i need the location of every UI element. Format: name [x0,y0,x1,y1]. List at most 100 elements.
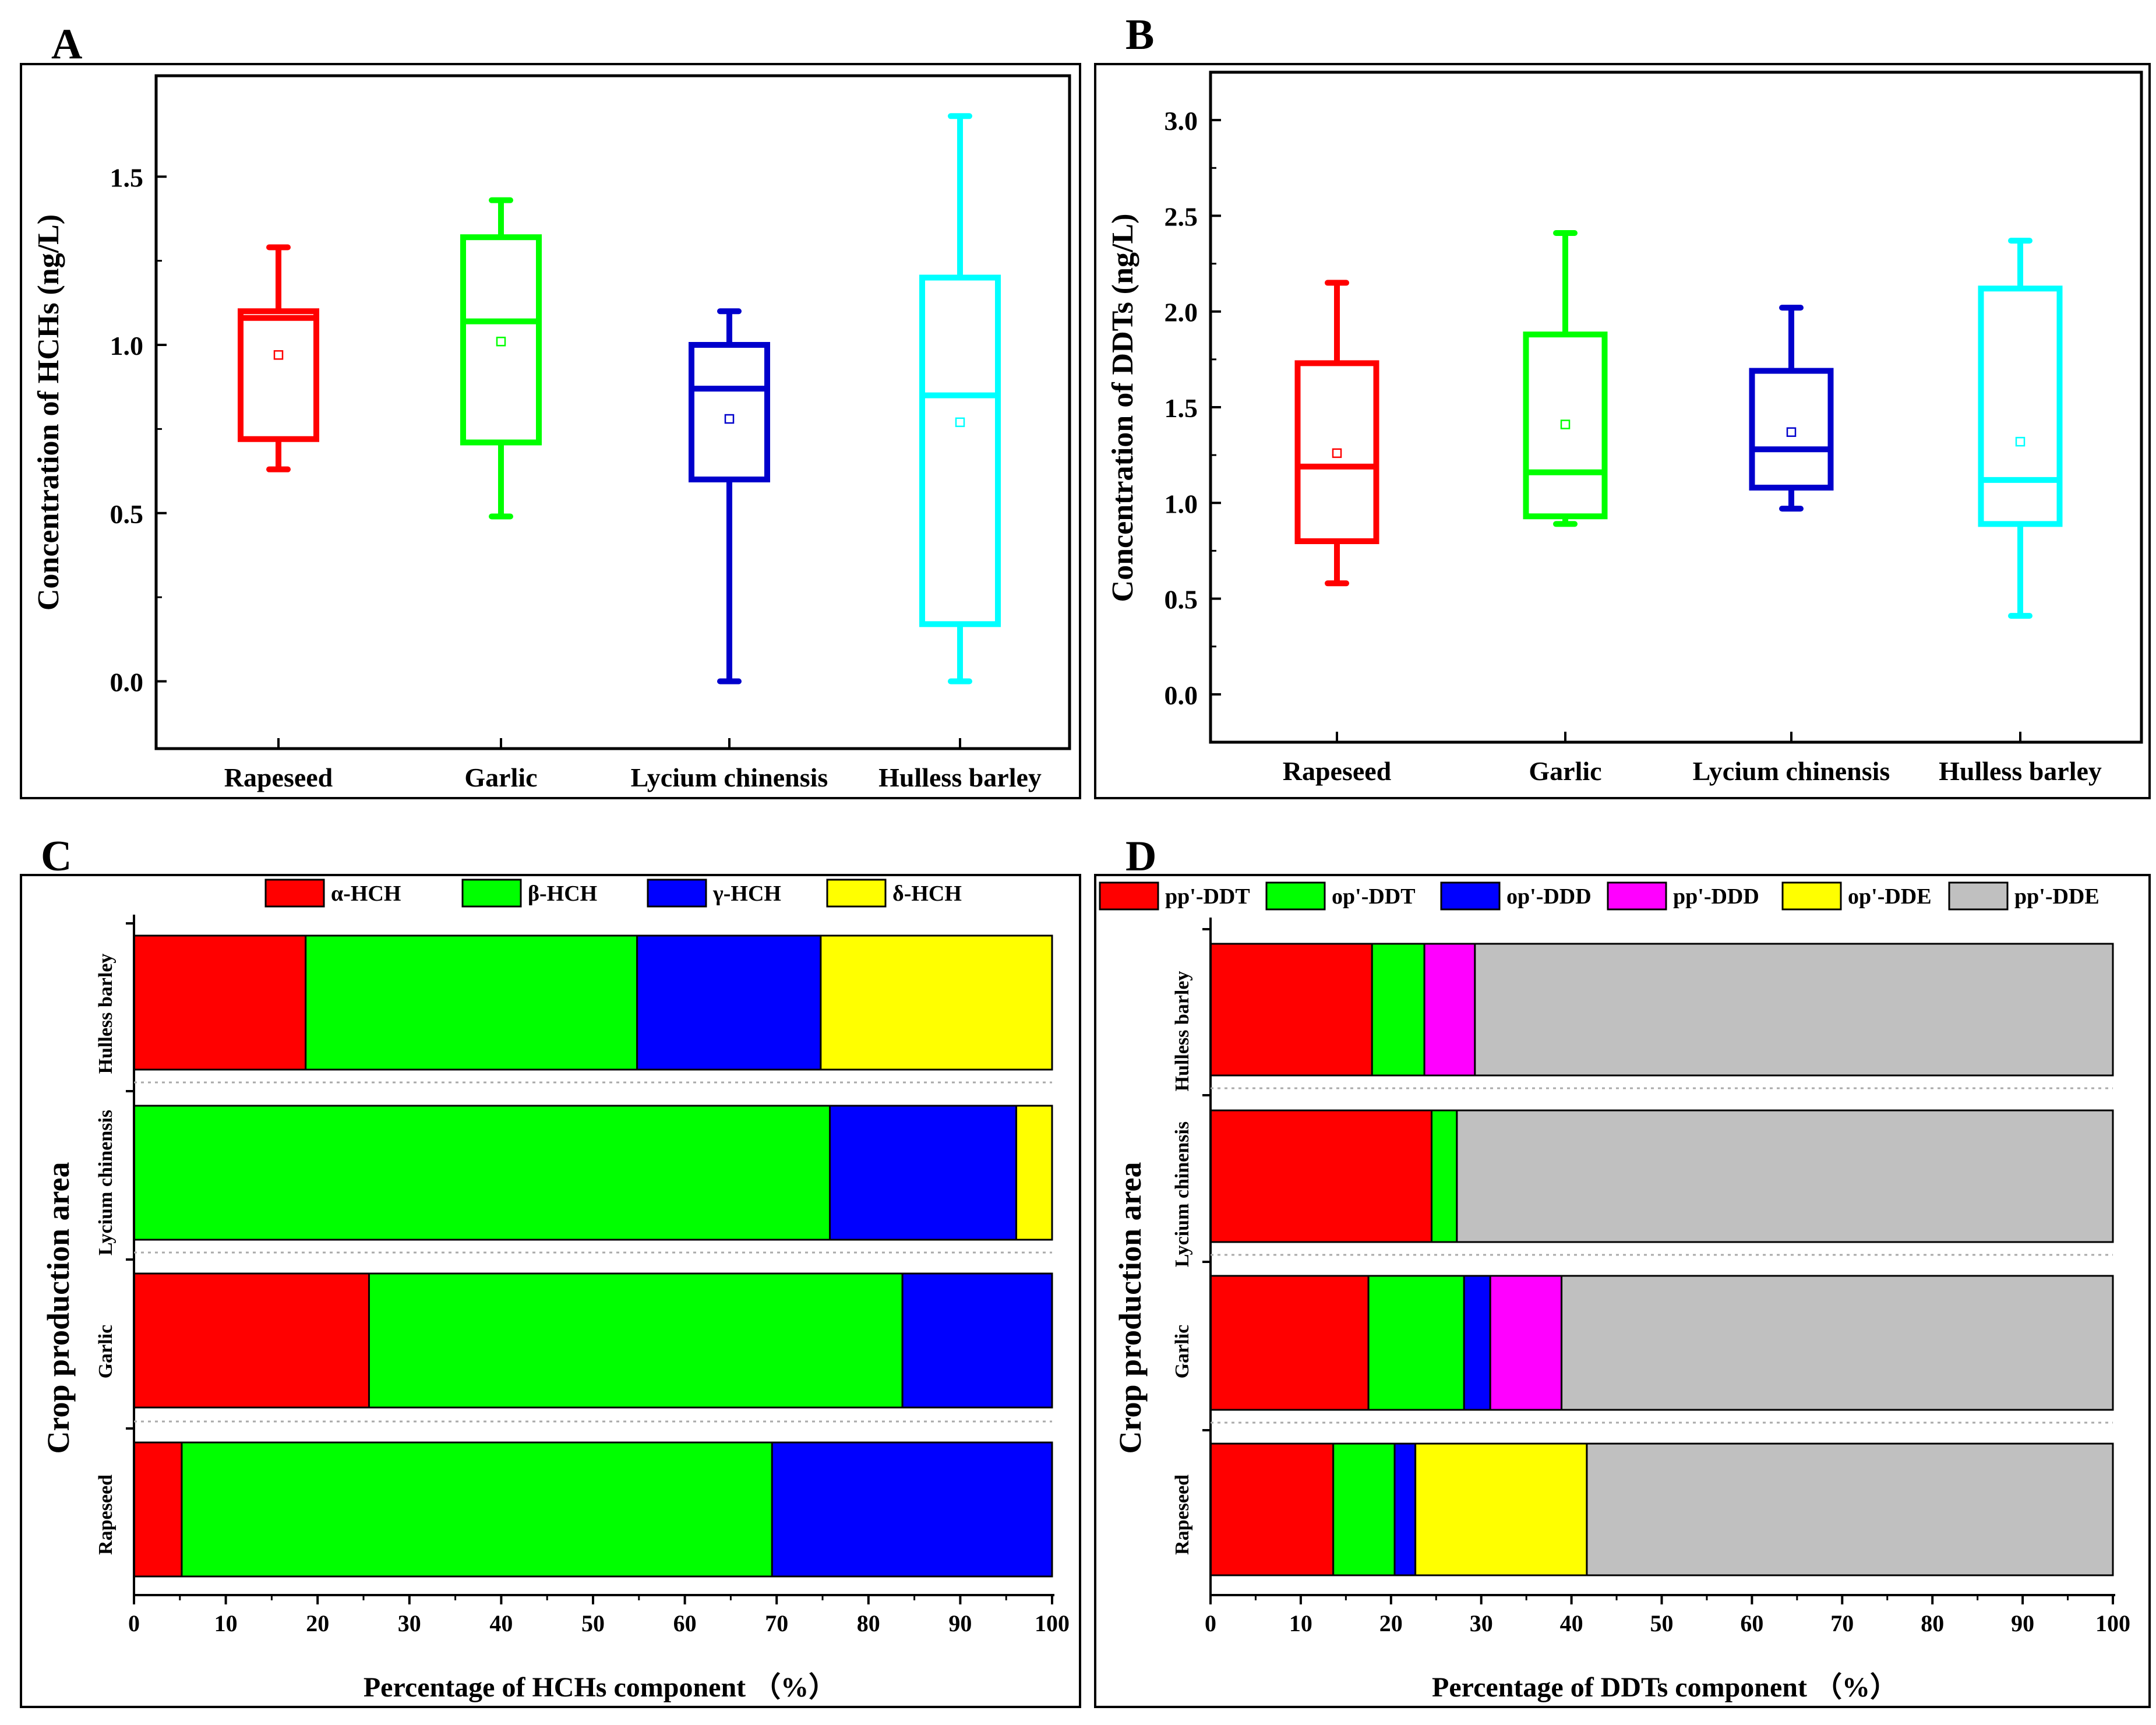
box-garlic [1523,230,1608,527]
panel-b-y-label: Concentration of DDTs (ng/L) [1106,214,1139,602]
x-tick-label: 20 [1379,1610,1403,1636]
bar-segment [305,934,638,1071]
y-tick-label: 0.0 [1165,680,1198,710]
legend-label: γ-HCH [712,881,781,906]
bar-garlic [133,1272,1053,1409]
legend-label: pp'-DDT [1165,884,1250,909]
panel-b-x-axis: Rapeseed Garlic Lycium chinensis Hulless ba… [1283,732,2102,786]
bar-segment [133,1105,831,1241]
panel-c-stacked-bar: α-HCH β-HCH γ-HCH δ-HCH 0 10 20 30 40 50 60 70 80 90… [20,874,1081,1708]
x-tick-label: Garlic [464,763,537,792]
box-iqr [1749,368,1834,491]
box-rapeseed [238,244,319,472]
legend-swatch [1607,881,1667,911]
legend-swatch [461,879,522,908]
bar-segment [368,1272,904,1409]
legend-swatch [1099,881,1159,911]
panel-a-plot-area [154,74,1071,750]
bar-lycium-chinensis [1209,1109,2114,1243]
y-tick-label: Rapeseed [1171,1474,1193,1555]
legend-label: δ-HCH [892,881,962,906]
x-tick-label: 60 [1740,1610,1763,1636]
bar-segment [1209,1109,1433,1243]
box-hulless-barley [1978,238,2063,619]
x-tick-label: 50 [1650,1610,1674,1636]
bar-segment [1561,1275,2114,1411]
panel-label-c: C [41,832,72,880]
bar-segment [181,1441,773,1578]
box-lycium-chinensis [1749,305,1834,512]
panel-a-y-axis: 0.0 0.5 1.0 1.5 [110,163,167,697]
mean-marker [2015,436,2026,447]
bar-segment [1015,1105,1053,1241]
panel-c-x-label: Percentage of HCHs component （%） [364,1672,837,1703]
legend-label: op'-DDD [1506,884,1592,909]
legend-label: pp'-DDE [2014,884,2099,909]
bar-segment [820,934,1053,1071]
panel-b-y-axis: 0.0 0.5 1.0 1.5 2.0 2.5 3.0 [1165,106,1221,710]
box-hulless-barley [919,113,1001,685]
y-tick-label: Rapeseed [95,1474,117,1555]
bar-segment [1423,943,1476,1077]
y-tick-label: 2.0 [1165,298,1198,327]
legend-swatch [647,879,707,908]
y-tick-label: 1.0 [1165,489,1198,518]
y-tick-label: Lycium chinensis [95,1110,117,1255]
mean-marker [1786,427,1797,437]
y-tick-label: Hulless barley [1171,971,1193,1092]
box-iqr [238,308,319,442]
box-iqr [1523,331,1608,520]
bar-rapeseed [133,1441,1053,1578]
x-tick-label: 40 [489,1610,513,1636]
x-tick-label: 30 [398,1610,421,1636]
bar-segment [1431,1109,1458,1243]
mean-marker [273,350,284,360]
x-tick-label: 90 [948,1610,972,1636]
bar-rapeseed [1209,1442,2114,1576]
box-iqr [919,274,1001,627]
y-tick-label: Garlic [1171,1325,1193,1379]
legend-label: α-HCH [331,881,401,906]
mean-marker [724,414,735,424]
y-tick-label: 1.5 [1165,393,1198,423]
x-tick-label: Lycium chinensis [631,763,828,792]
y-tick-label: Lycium chinensis [1171,1121,1193,1267]
bar-segment [1586,1442,2114,1576]
bar-segment [133,1441,183,1578]
mean-marker [955,417,965,428]
x-tick-label: Garlic [1529,756,1601,786]
bar-segment [1474,943,2114,1077]
legend-label: β-HCH [528,881,597,906]
x-tick-label: 90 [2011,1610,2034,1636]
panel-c-axes: 0 10 20 30 40 50 60 70 80 90 100 Hulless barley Lyci… [95,915,1070,1636]
x-tick-label: Rapeseed [224,763,333,792]
panel-a-box-plot: 0.0 0.5 1.0 1.5 Rapeseed Garlic Lycium chinen… [20,63,1081,799]
bar-segment [771,1441,1053,1578]
panel-d-y-label: Crop production area [1113,1162,1148,1454]
y-tick-label: 1.0 [110,331,144,361]
box-lycium-chinensis [689,308,770,685]
panel-c-y-label: Crop production area [41,1162,76,1454]
y-tick-label: Hulless barley [95,954,117,1074]
x-tick-label: 100 [2095,1610,2130,1636]
mean-marker [496,336,506,347]
panel-a-y-label: Concentration of HCHs (ng/L) [32,214,65,611]
x-tick-label: Lycium chinensis [1693,756,1890,786]
bar-segment [1209,1275,1370,1411]
y-tick-label: 0.5 [110,499,144,529]
mean-marker [1332,448,1342,458]
panel-d-axes: 0 10 20 30 40 50 60 70 80 90 100 Hulless barley Lyci… [1171,918,2130,1636]
panel-b-outer-frame [1094,63,2151,799]
bar-segment [1209,943,1373,1077]
panel-d-legend: pp'-DDT op'-DDT op'-DDD pp'-DDD op'-DDE pp'-D… [1099,881,2099,911]
legend-swatch [264,879,325,908]
x-tick-label: 70 [1830,1610,1854,1636]
legend-swatch [1265,881,1326,911]
x-tick-label: 50 [581,1610,605,1636]
bar-segment [133,934,307,1071]
y-tick-label: 3.0 [1165,106,1198,136]
legend-swatch [826,879,887,908]
panel-b-box-plot: 0.0 0.5 1.0 1.5 2.0 2.5 3.0 Rapeseed Garlic Lyci… [1094,63,2151,799]
bar-segment [1463,1275,1491,1411]
panel-d-outer-frame [1094,874,2151,1708]
